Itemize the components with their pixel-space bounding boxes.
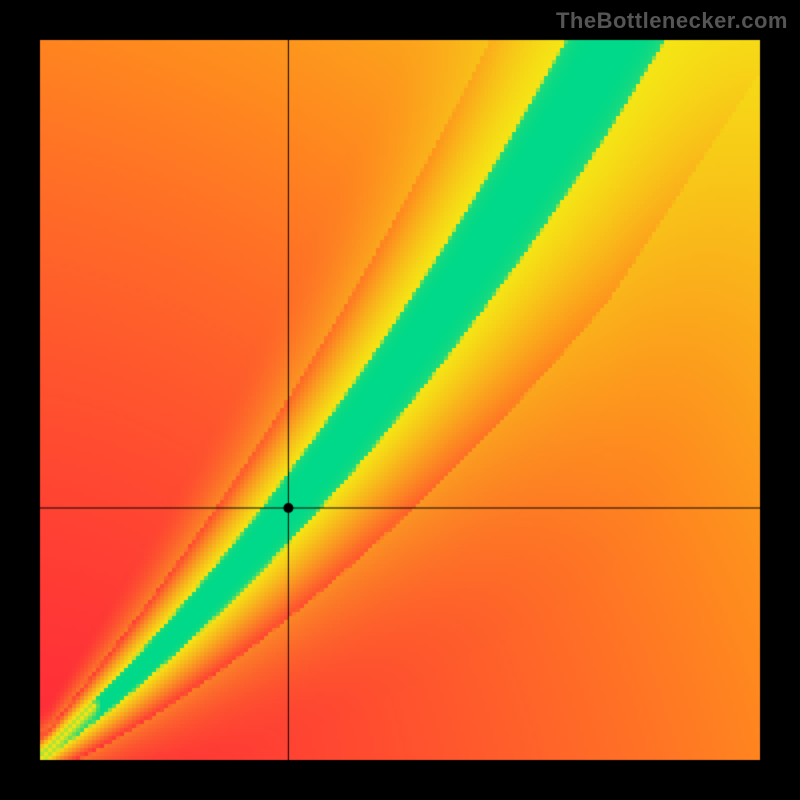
watermark-text: TheBottlenecker.com: [556, 8, 788, 34]
chart-container: TheBottlenecker.com: [0, 0, 800, 800]
bottleneck-heatmap-canvas: [0, 0, 800, 800]
